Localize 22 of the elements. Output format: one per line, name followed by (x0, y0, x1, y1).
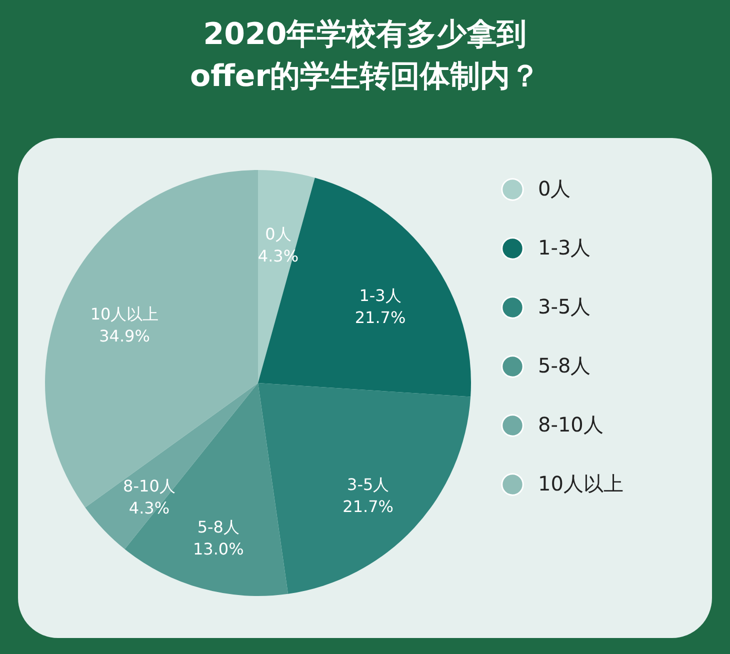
pie-slice (258, 178, 471, 397)
pie-slice (124, 383, 288, 596)
slice-label: 1-3人 (359, 286, 402, 306)
slice-label: 8-10人 (123, 476, 176, 496)
slice-label: 10人以上 (90, 304, 159, 324)
legend-label: 5-8人 (538, 354, 591, 378)
legend-label: 10人以上 (538, 472, 624, 496)
legend-label: 3-5人 (538, 294, 591, 318)
slice-label: 3-5人 (347, 474, 390, 494)
chart-title: 2020年学校有多少拿到offer的学生转回体制内？ (188, 16, 542, 96)
pie-slice (258, 383, 471, 594)
slice-label: 0人 (265, 224, 292, 244)
pie-slice (258, 170, 315, 383)
data-label: 21.7% (342, 496, 394, 516)
legend-label: 0人 (538, 176, 571, 200)
data-label: 13.0% (192, 540, 244, 559)
legend-label: 1-3人 (538, 236, 591, 260)
legend-label: 8-10人 (538, 412, 604, 436)
data-label: 21.7% (354, 308, 406, 328)
data-label: 34.9% (99, 326, 150, 346)
slice-label: 5-8人 (197, 518, 240, 537)
data-label: 4.3% (128, 498, 170, 518)
